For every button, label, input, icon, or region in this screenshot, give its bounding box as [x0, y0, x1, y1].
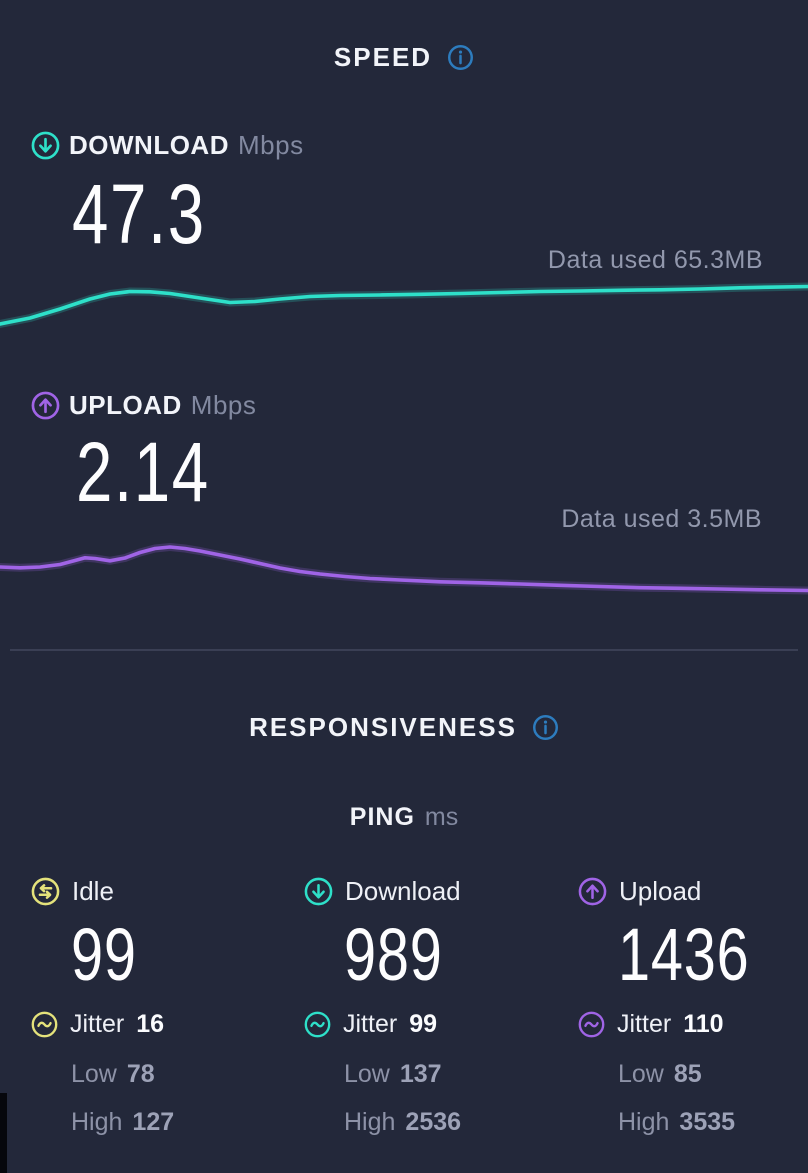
ping-column-upload: Upload 1436 Jitter 110 Low 85 High 3535 [578, 876, 808, 1146]
responsiveness-title: RESPONSIVENESS [249, 712, 517, 742]
download-jitter-wave-icon [304, 1011, 331, 1038]
responsiveness-section-header: RESPONSIVENESS [0, 712, 808, 743]
screen-edge-strip [0, 1093, 7, 1173]
upload-ping-value: 1436 [618, 913, 750, 996]
download-value: 47.3 [72, 167, 206, 261]
upload-label: UPLOAD [69, 390, 182, 420]
upload-arrow-circle-icon [31, 391, 60, 420]
high-label: High [71, 1108, 123, 1136]
ping-column-idle: Idle 99 Jitter 16 Low 78 High 127 [31, 876, 267, 1146]
upload-low-value: 85 [673, 1060, 702, 1088]
download-unit: Mbps [237, 130, 304, 160]
idle-low-value: 78 [126, 1060, 155, 1088]
upload-jitter-row: Jitter 110 [578, 1010, 724, 1039]
download-high-row: High 2536 [344, 1108, 461, 1137]
upload-ping-header: Upload [578, 876, 701, 907]
download-ping-value: 989 [344, 913, 443, 996]
ping-label: PING [349, 803, 415, 831]
responsiveness-info-icon[interactable] [532, 714, 559, 741]
jitter-label: Jitter [70, 1010, 125, 1038]
download-ping-label: Download [345, 876, 461, 906]
download-jitter-value: 99 [409, 1010, 437, 1038]
download-low-row: Low 137 [344, 1060, 442, 1089]
idle-jitter-row: Jitter 16 [31, 1010, 164, 1039]
idle-arrows-icon [31, 877, 60, 906]
upload-data-used: Data used 3.5MB [561, 505, 762, 533]
high-label: High [618, 1108, 670, 1136]
section-divider [10, 649, 798, 651]
upload-jitter-wave-icon [578, 1011, 605, 1038]
upload-jitter-value: 110 [683, 1010, 724, 1038]
idle-jitter-wave-icon [31, 1011, 58, 1038]
download-arrow-circle-icon [304, 877, 333, 906]
speed-section-header: SPEED [0, 42, 808, 73]
upload-low-row: Low 85 [618, 1060, 702, 1089]
low-label: Low [344, 1060, 390, 1088]
upload-arrow-circle-icon [578, 877, 607, 906]
upload-high-row: High 3535 [618, 1108, 735, 1137]
download-sparkline-chart [0, 282, 808, 328]
download-ping-header: Download [304, 876, 461, 907]
download-metric-header: DOWNLOAD Mbps [31, 130, 304, 161]
ping-unit: ms [424, 803, 459, 831]
speed-info-icon[interactable] [447, 44, 474, 71]
low-label: Low [618, 1060, 664, 1088]
upload-ping-label: Upload [619, 876, 702, 906]
upload-value: 2.14 [76, 425, 210, 519]
idle-high-row: High 127 [71, 1108, 174, 1137]
upload-sparkline-chart [0, 543, 808, 595]
upload-metric-header: UPLOAD Mbps [31, 390, 256, 421]
high-label: High [344, 1108, 396, 1136]
download-jitter-row: Jitter 99 [304, 1010, 437, 1039]
ping-column-download: Download 989 Jitter 99 Low 137 High 2536 [304, 876, 540, 1146]
download-high-value: 2536 [405, 1108, 462, 1136]
low-label: Low [71, 1060, 117, 1088]
jitter-label: Jitter [343, 1010, 398, 1038]
download-low-value: 137 [399, 1060, 442, 1088]
download-data-used: Data used 65.3MB [547, 246, 763, 274]
download-arrow-circle-icon [31, 131, 60, 160]
jitter-label: Jitter [617, 1010, 672, 1038]
idle-ping-value: 99 [71, 913, 137, 996]
download-label: DOWNLOAD [69, 130, 229, 160]
upload-unit: Mbps [190, 390, 257, 420]
idle-low-row: Low 78 [71, 1060, 155, 1089]
idle-header: Idle [31, 876, 114, 907]
speed-title: SPEED [333, 42, 433, 72]
ping-header: PING ms [0, 803, 808, 832]
idle-label: Idle [72, 876, 114, 906]
idle-high-value: 127 [132, 1108, 175, 1136]
idle-jitter-value: 16 [136, 1010, 164, 1038]
upload-high-value: 3535 [679, 1108, 736, 1136]
